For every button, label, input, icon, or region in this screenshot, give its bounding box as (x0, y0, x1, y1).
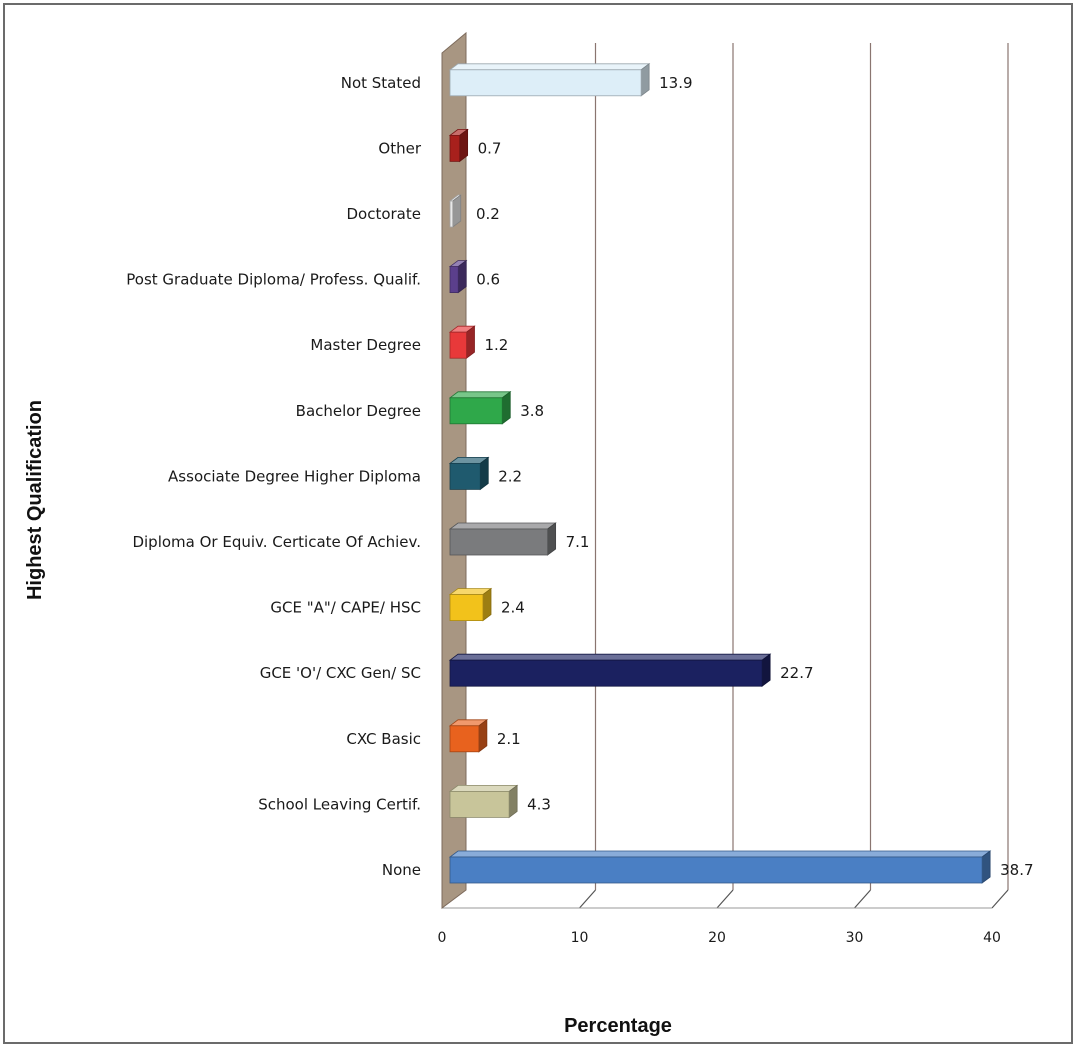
x-tick-label: 20 (708, 930, 726, 946)
bar-4 (448, 587, 493, 622)
bar (449, 134, 461, 162)
category-label: Other (378, 139, 421, 157)
bar (449, 594, 484, 621)
category-label: School Leaving Certif. (258, 795, 421, 813)
bar-end-face (761, 653, 771, 688)
category-label: GCE 'O'/ CXC Gen/ SC (260, 664, 421, 682)
category-label: None (382, 861, 421, 879)
value-label: 2.1 (497, 730, 521, 748)
bar-top-face (448, 522, 557, 530)
value-label: 3.8 (520, 402, 544, 420)
bar-end-face (459, 128, 469, 163)
category-label: Doctorate (346, 205, 421, 223)
value-label: 2.2 (498, 467, 522, 485)
bar (449, 266, 459, 294)
bar-8 (448, 325, 476, 360)
bars (448, 62, 992, 884)
category-label: Post Graduate Diploma/ Profess. Qualif. (126, 271, 421, 289)
bar-end-face (452, 194, 462, 228)
value-label: 38.7 (1000, 861, 1033, 879)
floor-tick (854, 889, 871, 909)
bar-9 (448, 259, 468, 294)
floor-tick (991, 889, 1009, 909)
bar-10 (448, 194, 462, 228)
bar-1 (448, 784, 519, 819)
bar (449, 462, 481, 490)
bar-11 (448, 128, 469, 163)
bar-7 (448, 390, 512, 425)
bar (449, 856, 983, 884)
value-label: 0.6 (476, 271, 500, 289)
bar-end-face (457, 259, 467, 294)
bar-end-face (478, 718, 488, 753)
value-label: 13.9 (659, 74, 692, 92)
bar (449, 528, 549, 556)
bar (449, 331, 467, 359)
bar-3 (448, 653, 772, 688)
value-label: 2.4 (501, 599, 525, 617)
bar-0 (448, 850, 992, 884)
x-tick-label: 10 (571, 930, 589, 946)
bar-5 (448, 522, 557, 556)
bar-end-face (640, 62, 650, 97)
bar (449, 69, 642, 97)
bar-end-face (981, 850, 991, 884)
grid-lines (441, 43, 1009, 909)
value-label: 1.2 (485, 336, 509, 354)
floor-tick (579, 889, 596, 909)
category-labels: None School Leaving Certif. CXC Basic GCE '… (126, 74, 422, 879)
bar (449, 791, 510, 818)
bar-end-face (482, 587, 492, 622)
x-tick-label: 30 (846, 930, 864, 946)
x-axis-title: Percentage (564, 1015, 672, 1037)
value-label: 0.2 (476, 205, 500, 223)
bar-end-face (501, 390, 511, 425)
floor-tick (716, 889, 734, 909)
bar-end-face (547, 522, 557, 556)
bar-6 (448, 456, 490, 491)
category-label: CXC Basic (346, 730, 421, 748)
category-label: Diploma Or Equiv. Certicate Of Achiev. (132, 533, 421, 551)
value-labels: 38.7 4.3 2.1 22.7 2.4 7.1 2.2 3.8 1.2 0.6 0.2 0.7 13… (476, 74, 1034, 879)
bar-top-face (448, 63, 651, 71)
category-label: Bachelor Degree (296, 402, 421, 420)
category-label: GCE "A"/ CAPE/ HSC (270, 599, 421, 617)
bar-end-face (508, 784, 518, 819)
bar-top-face (448, 850, 992, 858)
bar-top-face (448, 785, 519, 792)
bar-12 (448, 62, 651, 97)
x-tick-label: 40 (983, 930, 1001, 946)
value-label: 4.3 (527, 795, 551, 813)
value-label: 22.7 (780, 664, 813, 682)
x-tick-label: 0 (438, 930, 447, 946)
bar (449, 200, 454, 228)
bar (449, 397, 503, 425)
value-label: 7.1 (566, 533, 590, 551)
bar-top-face (448, 391, 512, 399)
category-label: Master Degree (310, 336, 421, 354)
bar-2 (448, 718, 489, 753)
category-label: Not Stated (341, 74, 421, 92)
category-label: Associate Degree Higher Diploma (168, 467, 421, 485)
bar (449, 659, 763, 687)
bar-end-face (466, 325, 475, 360)
value-label: 0.7 (478, 139, 502, 157)
bar-end-face (479, 456, 489, 491)
bar-top-face (448, 653, 772, 661)
bar (449, 725, 480, 753)
y-axis-title: Highest Qualification (24, 400, 46, 600)
x-tick-labels: 0 10 20 30 40 (438, 930, 1001, 946)
